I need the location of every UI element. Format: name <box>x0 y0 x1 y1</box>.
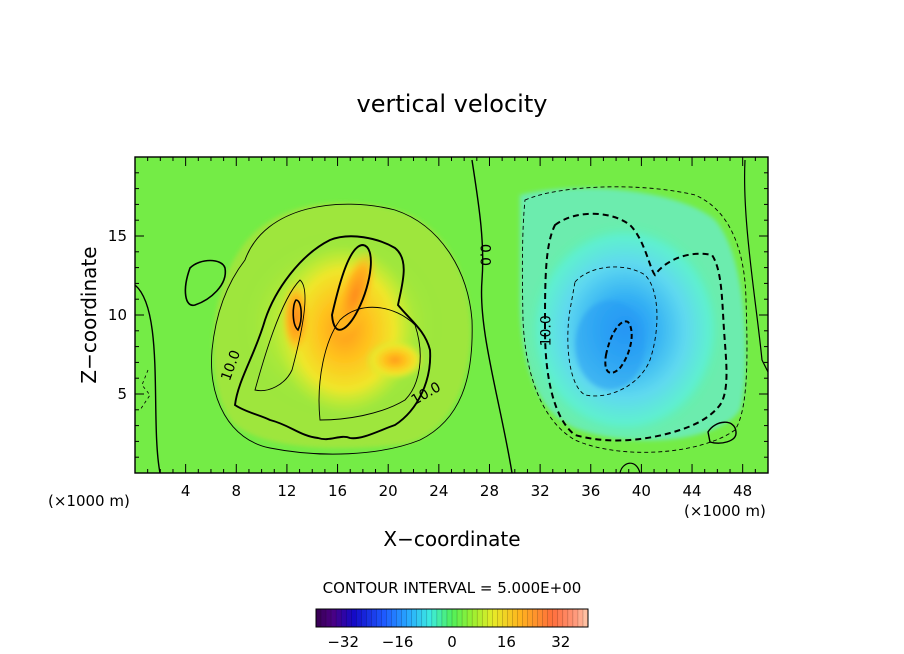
colorbar-cell <box>457 609 463 627</box>
colorbar-ticks: −32 −16 0 16 32 <box>327 633 570 651</box>
colorbar-cell <box>391 609 397 627</box>
colorbar-cell <box>431 609 438 627</box>
x-tick-label: 24 <box>429 482 448 500</box>
colorbar-cell <box>346 609 352 627</box>
colorbar-cell <box>467 609 473 627</box>
colorbar-cell <box>361 609 367 627</box>
colorbar-cell <box>366 609 372 627</box>
y-axis-label: Z−coordinate <box>77 246 101 383</box>
x-tick-label: 32 <box>531 482 550 500</box>
x-tick-label: 48 <box>733 482 752 500</box>
contour-label: 0.0 <box>476 244 492 266</box>
colorbar-cell <box>326 609 332 627</box>
contour-label: 10.0 <box>538 315 554 346</box>
colorbar-cell <box>517 609 523 627</box>
colorbar-cell <box>351 609 357 627</box>
colorbar-tick-label: 0 <box>447 633 457 651</box>
x-axis-label: X−coordinate <box>383 527 520 551</box>
colorbar-cell <box>406 609 413 627</box>
x-unit-label-right: (×1000 m) <box>684 502 766 520</box>
colorbar-cell <box>582 609 589 627</box>
colorbar-cell <box>421 609 428 627</box>
colorbar-cell <box>572 609 579 627</box>
chart-title: vertical velocity <box>357 90 548 118</box>
colorbar-cell <box>522 609 528 627</box>
colorbar-cell <box>426 609 433 627</box>
colorbar-cell <box>452 609 458 627</box>
colorbar-cell <box>336 609 342 627</box>
colorbar-cell <box>487 609 493 627</box>
y-tick-label: 15 <box>108 227 127 245</box>
colorbar-cell <box>502 609 508 627</box>
colorbar-cell <box>401 609 407 627</box>
x-tick-label: 28 <box>480 482 499 500</box>
colorbar-cell <box>411 609 418 627</box>
colorbar-cell <box>446 609 453 627</box>
colorbar-cell <box>341 609 347 627</box>
x-tick-label: 4 <box>181 482 191 500</box>
x-axis: 4 8 12 16 20 24 28 32 36 40 44 48 <box>147 157 756 500</box>
colorbar-cell <box>552 609 559 627</box>
colorbar-cell <box>492 609 498 627</box>
y-axis: 5 10 15 <box>108 172 768 458</box>
velocity-field <box>135 157 768 473</box>
colorbar <box>315 608 589 628</box>
colorbar-cell <box>497 609 503 627</box>
colorbar-cell <box>381 609 387 627</box>
colorbar-cell <box>321 609 327 627</box>
colorbar-tick-label: 32 <box>551 633 570 651</box>
colorbar-cell <box>532 609 538 627</box>
y-tick-label: 10 <box>108 306 127 324</box>
x-tick-label: 12 <box>277 482 296 500</box>
colorbar-cell <box>527 609 533 627</box>
colorbar-cell <box>477 609 483 627</box>
colorbar-cell <box>462 609 468 627</box>
colorbar-cell <box>542 609 549 627</box>
x-tick-label: 40 <box>632 482 651 500</box>
colorbar-cell <box>436 609 443 627</box>
colorbar-cell <box>316 609 322 627</box>
colorbar-cell <box>482 609 488 627</box>
y-tick-label: 5 <box>117 385 127 403</box>
x-tick-label: 44 <box>682 482 701 500</box>
colorbar-tick-label: −32 <box>327 633 359 651</box>
x-tick-label: 8 <box>232 482 242 500</box>
colorbar-tick-label: 16 <box>497 633 516 651</box>
colorbar-cell <box>472 609 478 627</box>
colorbar-cell <box>562 609 569 627</box>
colorbar-cell <box>371 609 377 627</box>
colorbar-cell <box>507 609 513 627</box>
colorbar-tick-label: −16 <box>382 633 414 651</box>
x-tick-label: 16 <box>328 482 347 500</box>
colorbar-cell <box>441 609 448 627</box>
colorbar-cell <box>386 609 392 627</box>
contour-interval: CONTOUR INTERVAL = 5.000E+00 <box>323 579 582 597</box>
colorbar-cell <box>537 609 543 627</box>
colorbar-cell <box>557 609 564 627</box>
colorbar-cell <box>396 609 402 627</box>
colorbar-cell <box>356 609 362 627</box>
colorbar-cell <box>577 609 584 627</box>
colorbar-cell <box>567 609 574 627</box>
x-tick-label: 20 <box>379 482 398 500</box>
colorbar-cell <box>547 609 554 627</box>
colorbar-cell <box>416 609 423 627</box>
colorbar-cell <box>376 609 382 627</box>
colorbar-frame <box>315 608 589 628</box>
x-tick-label: 36 <box>581 482 600 500</box>
colorbar-cell <box>331 609 337 627</box>
x-unit-label-left: (×1000 m) <box>48 492 130 510</box>
colorbar-cell <box>512 609 518 627</box>
